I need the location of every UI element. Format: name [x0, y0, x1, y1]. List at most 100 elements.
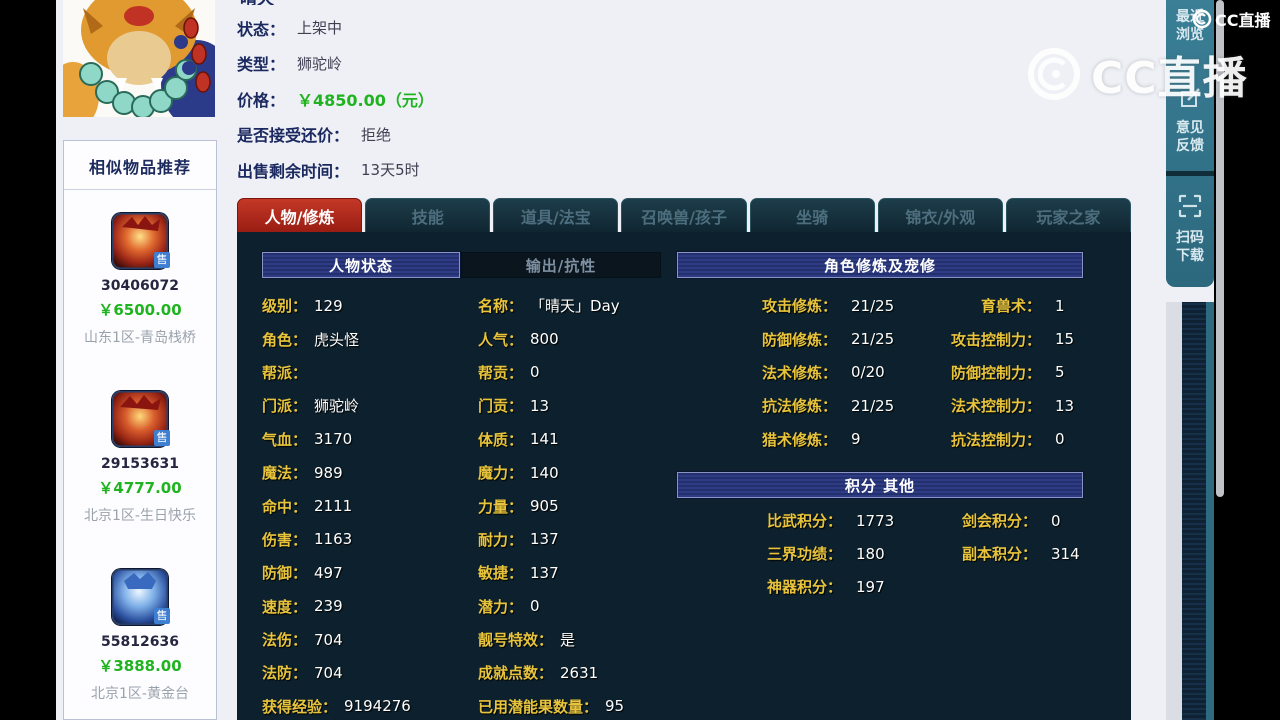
- tab-items-treasures[interactable]: 道具/法宝: [493, 198, 619, 232]
- cc-live-watermark-text: CC直播: [1091, 53, 1248, 104]
- tab-player-home[interactable]: 玩家之家: [1005, 198, 1131, 232]
- feedback-label: 意见反馈: [1176, 120, 1204, 154]
- status-value: 上架中: [297, 19, 343, 38]
- tab-pets-children[interactable]: 召唤兽/孩子: [621, 198, 747, 232]
- tab-character-cultivation[interactable]: 人物/修炼: [237, 198, 363, 232]
- time-label: 出售剩余时间：: [237, 161, 350, 181]
- stat-value: 2111: [314, 497, 353, 516]
- stat-value: 497: [314, 563, 343, 582]
- similar-item-1[interactable]: 售 30406072 ￥6500.00 山东1区-青岛栈桥: [64, 213, 216, 347]
- stat-row: 名称： 「晴天」Day: [478, 289, 676, 322]
- stat-row: 魔力： 140: [478, 456, 676, 489]
- stat-value: 3170: [314, 430, 353, 449]
- stat-row: 帮派：: [262, 356, 476, 389]
- stat-label: 成就点数：: [478, 664, 554, 683]
- stat-label: 耐力：: [478, 530, 524, 549]
- stat-row: 成就点数： 2631: [478, 656, 676, 689]
- stat-label: 获得经验：: [262, 697, 338, 716]
- cultivation-row: 猎术修炼： 9 抗法控制力： 0: [677, 423, 1087, 456]
- item-thumbnail[interactable]: 售: [112, 391, 170, 447]
- stat-label: 伤害：: [262, 530, 308, 549]
- stat-label: 攻击修炼：: [761, 297, 837, 316]
- stat-label: 人气：: [478, 330, 524, 349]
- scan-download-label: 扫码下载: [1176, 230, 1204, 264]
- bargain-value: 拒绝: [361, 125, 392, 144]
- stat-label: 帮贡：: [478, 363, 524, 382]
- for-sale-badge: 售: [154, 430, 170, 446]
- stat-label: 防御：: [262, 564, 308, 583]
- stat-value: 9: [851, 430, 861, 449]
- item-id: 55812636: [101, 634, 179, 650]
- similar-item-3[interactable]: 售 55812636 ￥3888.00 北京1区-黄金台: [64, 569, 216, 703]
- tab-outfits[interactable]: 锦衣/外观: [877, 198, 1003, 232]
- stat-value: 314: [1051, 544, 1080, 563]
- stat-label: 防御控制力：: [950, 363, 1041, 382]
- stat-value: 21/25: [851, 330, 895, 349]
- stat-value: 5: [1055, 363, 1065, 382]
- stat-row: 角色： 虎头怪: [262, 322, 476, 355]
- points-row: 三界功绩： 180 副本积分： 314: [677, 537, 1087, 570]
- stat-value: 0: [530, 597, 540, 616]
- cultivation-row: 抗法修炼： 21/25 法术控制力： 13: [677, 389, 1087, 422]
- stat-row: 已用潜能果数量： 95: [478, 690, 676, 720]
- cultivation-grid: 攻击修炼： 21/25 育兽术： 1 防御修炼： 21/25 攻击控制力： 15 法术修炼：…: [677, 289, 1087, 456]
- qr-scan-icon: [1178, 194, 1202, 218]
- stat-row: 法防： 704: [262, 656, 476, 689]
- stat-value: 狮驼岭: [314, 397, 360, 416]
- tab-skills[interactable]: 技能: [365, 198, 491, 232]
- feedback-button[interactable]: 意见反馈: [1174, 86, 1206, 155]
- subtab-character-status[interactable]: 人物状态: [262, 252, 460, 278]
- stat-value: 9194276: [344, 697, 411, 716]
- stat-label: 抗法修炼：: [761, 397, 837, 416]
- stat-row: 防御： 497: [262, 556, 476, 589]
- similar-items-header: 相似物品推荐: [64, 141, 216, 190]
- similar-items-box: 相似物品推荐 售 30406072 ￥6500.00 山东1区-青岛栈桥: [63, 140, 217, 720]
- points-row: 比武积分： 1773 剑会积分： 0: [677, 504, 1087, 537]
- stat-value: 「晴天」Day: [530, 297, 620, 316]
- scrollbar-thumb[interactable]: [1216, 0, 1224, 497]
- cultivation-row: 法术修炼： 0/20 防御控制力： 5: [677, 356, 1087, 389]
- item-price: ￥4777.00: [98, 479, 182, 497]
- stat-value: 0: [530, 363, 540, 382]
- stat-label: 法术控制力：: [950, 397, 1041, 416]
- item-id: 29153631: [101, 456, 179, 472]
- stat-row: 耐力： 137: [478, 523, 676, 556]
- toolbar-track-teal: [1206, 302, 1214, 720]
- stat-value: 140: [530, 463, 559, 482]
- stat-label: 法术修炼：: [761, 363, 837, 382]
- stat-value: 137: [530, 530, 559, 549]
- stat-label: 副本积分：: [961, 545, 1037, 563]
- stat-value: 虎头怪: [314, 330, 360, 349]
- stat-label: 名称：: [478, 297, 524, 316]
- item-id: 30406072: [101, 278, 179, 294]
- stat-row: 人气： 800: [478, 322, 676, 355]
- item-thumbnail[interactable]: 售: [112, 569, 170, 625]
- stat-row: 门贡： 13: [478, 389, 676, 422]
- stat-value: 0: [1055, 430, 1065, 449]
- character-portrait: [63, 0, 215, 117]
- scan-download-button[interactable]: 扫码下载: [1174, 193, 1206, 265]
- cultivation-row: 防御修炼： 21/25 攻击控制力： 15: [677, 322, 1087, 355]
- stat-row: 气血： 3170: [262, 423, 476, 456]
- listing-type-row: 类型： 狮驼岭: [237, 46, 857, 82]
- stat-row: 敏捷： 137: [478, 556, 676, 589]
- stat-row: 体质： 141: [478, 423, 676, 456]
- stat-value: 21/25: [851, 396, 895, 415]
- stat-label: 气血：: [262, 430, 308, 449]
- stat-row: 伤害： 1163: [262, 523, 476, 556]
- item-thumbnail[interactable]: 售: [112, 213, 170, 269]
- stat-row: 级别： 129: [262, 289, 476, 322]
- stat-label: 防御修炼：: [761, 330, 837, 349]
- similar-item-2[interactable]: 售 29153631 ￥4777.00 北京1区-生日快乐: [64, 391, 216, 525]
- stat-label: 魔法：: [262, 464, 308, 483]
- stats-column-left: 级别： 129 角色： 虎头怪 帮派： 门派： 狮驼岭 气血： 3170 魔法： 989 …: [262, 289, 476, 720]
- stat-value: 141: [530, 430, 559, 449]
- time-value: 13天5时: [361, 161, 420, 180]
- cc-live-watermark-icon: [1028, 48, 1080, 100]
- listing-price-row: 价格： ￥4850.00（元）: [237, 81, 857, 117]
- cc-live-logo-text: CC直播: [1215, 11, 1271, 30]
- subtab-output-resistance[interactable]: 输出/抗性: [461, 252, 661, 278]
- stat-value: 1: [1055, 296, 1065, 315]
- tab-mounts[interactable]: 坐骑: [749, 198, 875, 232]
